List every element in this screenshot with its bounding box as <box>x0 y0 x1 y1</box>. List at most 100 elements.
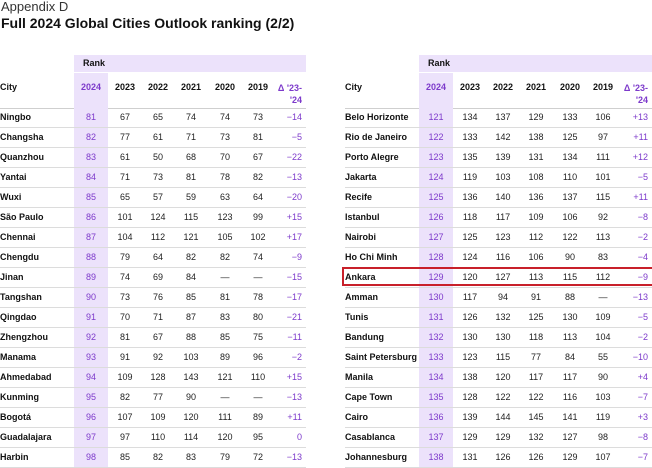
rank-value: 98 <box>597 432 608 442</box>
rank-value: 112 <box>528 232 544 242</box>
column-header-delta: Δ '23- '24 <box>624 82 648 106</box>
rank-value: 130 <box>495 332 511 342</box>
rank-value: 138 <box>428 452 444 462</box>
table-row: Amman 130 117 94 91 88 — −13 <box>345 288 652 308</box>
rank-value: 77 <box>530 352 541 362</box>
rank-value: 82 <box>252 172 263 182</box>
table-row: Tunis 131 126 132 125 130 109 −5 <box>345 308 652 328</box>
rank-value: 136 <box>462 192 478 202</box>
rank-value: 128 <box>150 372 166 382</box>
rank-value: 123 <box>217 212 233 222</box>
rank-value: 125 <box>528 312 544 322</box>
rank-change: −9 <box>637 272 648 282</box>
rank-value: 137 <box>428 432 444 442</box>
column-2024-cell-bg <box>419 128 453 147</box>
column-2024-cell-bg <box>74 348 108 367</box>
rank-value: 144 <box>495 412 511 422</box>
city-name: Casablanca <box>345 432 396 442</box>
rank-value: 61 <box>119 152 130 162</box>
rank-value: 124 <box>428 172 444 182</box>
column-2024-cell-bg <box>74 148 108 167</box>
rank-value: 118 <box>528 332 544 342</box>
rank-value: 80 <box>252 312 263 322</box>
city-name: Nairobi <box>345 232 377 242</box>
column-2024-cell-bg <box>419 168 453 187</box>
rank-value: 84 <box>564 352 575 362</box>
rank-value: 64 <box>252 192 263 202</box>
city-name: Jakarta <box>345 172 377 182</box>
rank-value: 74 <box>119 272 130 282</box>
table-row: Zhengzhou 92 81 67 88 85 75 −11 <box>0 328 306 348</box>
rank-value: 124 <box>150 212 166 222</box>
city-name: Tangshan <box>0 292 42 302</box>
column-2024-cell-bg <box>419 108 453 127</box>
rank-change: −8 <box>637 212 648 222</box>
column-2024-cell-bg <box>419 368 453 387</box>
table-row: Istanbul 126 118 117 109 106 92 −8 <box>345 208 652 228</box>
rank-value: 82 <box>219 252 230 262</box>
delta-header-line2: '24 <box>635 95 648 105</box>
rank-value: 71 <box>152 312 163 322</box>
rank-value: 74 <box>185 112 196 122</box>
rank-value: 82 <box>152 452 163 462</box>
column-2024-cell-bg <box>74 228 108 247</box>
rank-change: −13 <box>286 452 302 462</box>
table-row: Johannesburg 138 131 126 126 129 107 −7 <box>345 448 652 468</box>
city-name: São Paulo <box>0 212 44 222</box>
rank-value: 96 <box>252 352 263 362</box>
rank-value: 81 <box>119 332 130 342</box>
rank-value: 122 <box>528 392 544 402</box>
rank-value: 81 <box>252 132 263 142</box>
rank-value: — <box>598 292 608 302</box>
rank-value: 73 <box>252 112 263 122</box>
rank-value: 126 <box>428 212 444 222</box>
column-2024-highlight <box>74 73 108 108</box>
rank-value: 94 <box>85 372 96 382</box>
column-2024-cell-bg <box>419 188 453 207</box>
city-name: Cape Town <box>345 392 393 402</box>
column-header-year: 2024 <box>425 82 447 92</box>
rank-change: +11 <box>633 192 648 202</box>
rank-value: 83 <box>219 312 230 322</box>
rank-value: 138 <box>462 372 478 382</box>
rank-value: 89 <box>252 412 263 422</box>
rank-value: 87 <box>185 312 196 322</box>
rank-value: 111 <box>218 412 232 422</box>
rank-value: 95 <box>252 432 263 442</box>
rank-value: 140 <box>495 192 511 202</box>
rank-change: −7 <box>637 392 648 402</box>
rank-change: −8 <box>637 432 648 442</box>
rank-value: 74 <box>252 252 263 262</box>
rank-value: 84 <box>85 172 96 182</box>
rank-value: 115 <box>183 212 199 222</box>
table-row: Ho Chi Minh 128 124 116 106 90 83 −4 <box>345 248 652 268</box>
column-header-year: 2020 <box>214 82 236 92</box>
rank-value: 121 <box>217 372 233 382</box>
city-name: Yantai <box>0 172 27 182</box>
rank-value: 121 <box>428 112 444 122</box>
rank-change: −17 <box>286 292 302 302</box>
rank-value: 79 <box>219 452 230 462</box>
rank-value: 103 <box>183 352 199 362</box>
rank-value: 97 <box>85 432 96 442</box>
rank-change: +11 <box>633 132 648 142</box>
table-row: Cape Town 135 128 122 122 116 103 −7 <box>345 388 652 408</box>
rank-value: 97 <box>597 132 608 142</box>
rank-value: 129 <box>562 452 578 462</box>
rank-value: 82 <box>85 132 96 142</box>
table-row: Saint Petersburg 133 123 115 77 84 55 −10 <box>345 348 652 368</box>
rank-value: 115 <box>595 192 611 202</box>
rank-value: 106 <box>595 112 611 122</box>
table-row: Chengdu 88 79 64 82 82 74 −9 <box>0 248 306 268</box>
rank-value: 131 <box>462 452 478 462</box>
rank-change: −10 <box>632 352 648 362</box>
rank-value: 99 <box>252 212 263 222</box>
table-row: Casablanca 137 129 129 132 127 98 −8 <box>345 428 652 448</box>
rank-change: −11 <box>287 332 302 342</box>
rank-value: 127 <box>428 232 444 242</box>
city-name: Manila <box>345 372 374 382</box>
rank-value: 120 <box>495 372 511 382</box>
rank-value: 109 <box>117 372 133 382</box>
rank-change: 0 <box>296 432 302 442</box>
rank-value: 90 <box>185 392 196 402</box>
